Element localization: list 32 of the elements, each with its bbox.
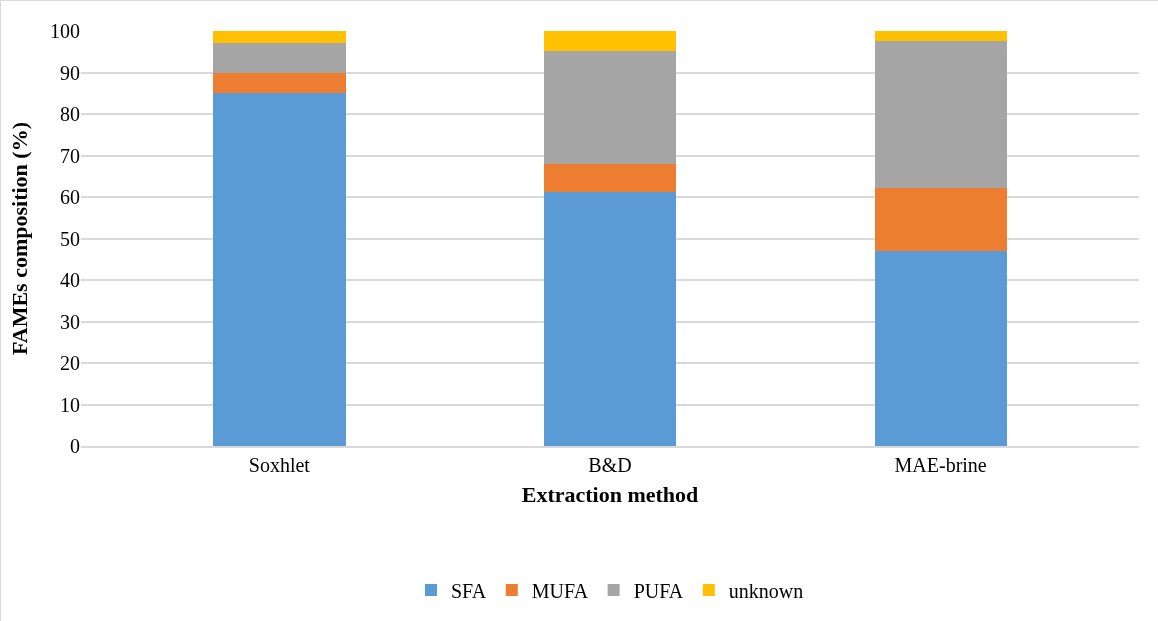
bar: [543, 51, 677, 164]
y-tick-label: 80: [60, 103, 80, 125]
bar: [543, 163, 677, 193]
bar: [213, 92, 346, 446]
y-tick-label: 10: [60, 393, 80, 416]
x-tick-label: MAE-brine: [894, 453, 987, 476]
y-tick-label: 90: [60, 61, 80, 84]
legend-label: SFA: [451, 579, 487, 602]
legend-label: MUFA: [531, 579, 589, 602]
y-axis-title: FAMEs composition (%): [7, 121, 32, 356]
bar: [874, 41, 1007, 189]
y-tick-label: 50: [60, 227, 80, 250]
bar: [213, 42, 346, 73]
legend-label: PUFA: [633, 579, 684, 602]
bar: [874, 31, 1007, 42]
y-tick-label: 30: [60, 310, 80, 333]
bar: [543, 31, 677, 52]
y-tick-label: 60: [60, 186, 80, 208]
bar: [543, 192, 677, 446]
x-tick-label: B&D: [588, 453, 632, 476]
x-axis-title: Extraction method: [521, 482, 699, 508]
y-tick-label: 100: [50, 20, 80, 42]
bar: [213, 72, 346, 93]
bar: [213, 31, 346, 43]
bar: [874, 250, 1007, 446]
legend-label: unknown: [728, 579, 804, 602]
y-tick-label: 0: [70, 435, 80, 457]
bar: [874, 188, 1007, 251]
x-tick-label: Soxhlet: [248, 453, 311, 476]
y-tick-label: 70: [60, 144, 80, 167]
y-tick-label: 20: [60, 352, 80, 374]
y-tick-label: 40: [60, 269, 80, 291]
